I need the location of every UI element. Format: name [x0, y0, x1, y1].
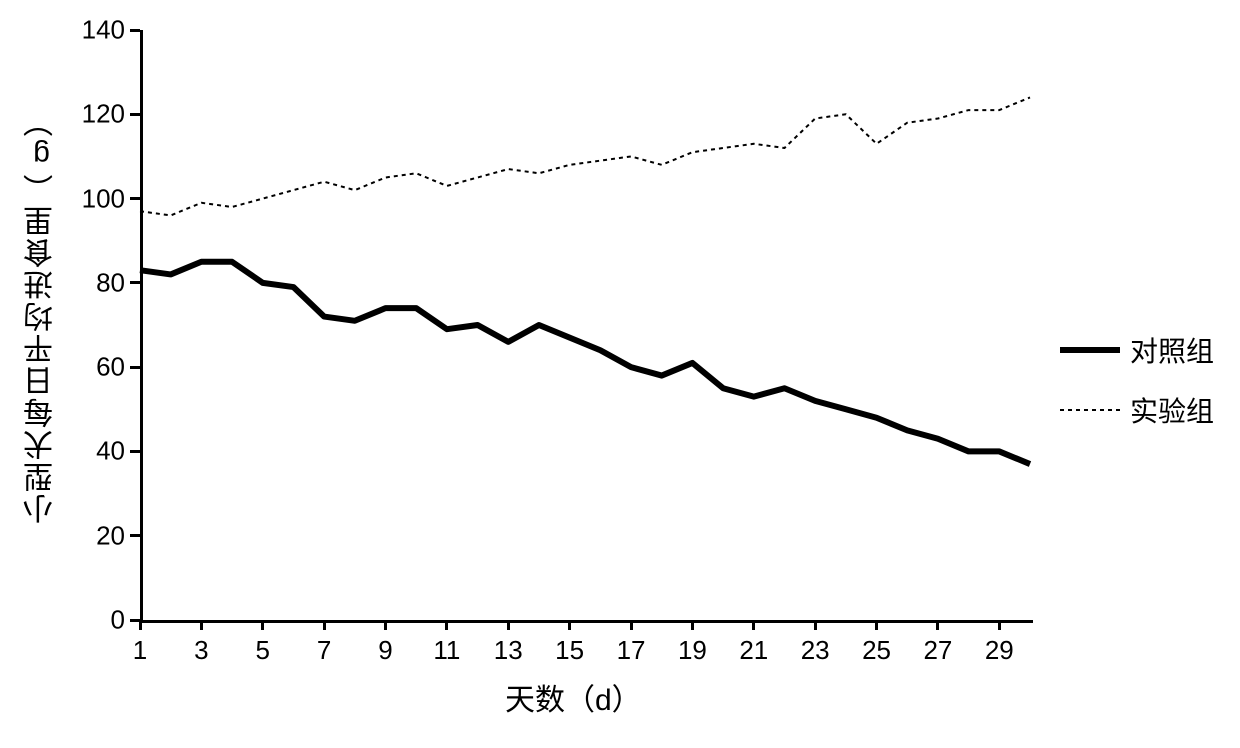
y-tick-label: 0 [70, 605, 125, 636]
y-tick-label: 140 [70, 15, 125, 46]
x-tick-mark [691, 620, 694, 630]
x-tick-mark [261, 620, 264, 630]
y-tick-mark [130, 113, 140, 116]
x-tick-mark [875, 620, 878, 630]
legend: 对照组 实验组 [1060, 330, 1214, 450]
y-tick-mark [130, 534, 140, 537]
x-tick-mark [384, 620, 387, 630]
legend-line-experiment [1060, 404, 1120, 416]
x-tick-mark [200, 620, 203, 630]
legend-item-experiment: 实验组 [1060, 390, 1214, 430]
x-tick-label: 5 [256, 635, 270, 666]
x-tick-mark [445, 620, 448, 630]
x-axis-title: 天数（d） [505, 675, 642, 719]
x-tick-label: 23 [801, 635, 830, 666]
x-tick-label: 17 [617, 635, 646, 666]
y-tick-label: 80 [70, 267, 125, 298]
x-tick-label: 13 [494, 635, 523, 666]
y-tick-label: 100 [70, 183, 125, 214]
x-tick-label: 1 [133, 635, 147, 666]
y-tick-mark [130, 29, 140, 32]
legend-label-experiment: 实验组 [1130, 390, 1214, 430]
x-tick-label: 27 [923, 635, 952, 666]
chart-container: 小型犬每日平均进食里（g） 天数（d） 对照组 实验组 0 20 40 60 80 100… [0, 0, 1240, 748]
x-tick-label: 29 [985, 635, 1014, 666]
y-tick-label: 60 [70, 352, 125, 383]
x-tick-mark [568, 620, 571, 630]
series-line-1 [140, 97, 1030, 215]
x-tick-label: 25 [862, 635, 891, 666]
x-tick-mark [323, 620, 326, 630]
x-tick-mark [752, 620, 755, 630]
x-tick-label: 21 [739, 635, 768, 666]
y-tick-label: 40 [70, 436, 125, 467]
x-tick-label: 3 [194, 635, 208, 666]
y-tick-mark [130, 281, 140, 284]
legend-line-control [1060, 344, 1120, 356]
x-tick-label: 19 [678, 635, 707, 666]
x-tick-mark [998, 620, 1001, 630]
y-tick-label: 20 [70, 520, 125, 551]
y-tick-mark [130, 197, 140, 200]
x-tick-mark [936, 620, 939, 630]
x-tick-mark [630, 620, 633, 630]
x-tick-mark [139, 620, 142, 630]
x-tick-label: 7 [317, 635, 331, 666]
x-tick-label: 11 [433, 635, 460, 666]
x-tick-mark [507, 620, 510, 630]
y-tick-mark [130, 366, 140, 369]
x-tick-label: 15 [555, 635, 584, 666]
x-tick-mark [814, 620, 817, 630]
legend-label-control: 对照组 [1130, 330, 1214, 370]
series-line-0 [140, 262, 1030, 464]
legend-item-control: 对照组 [1060, 330, 1214, 370]
x-tick-label: 9 [378, 635, 392, 666]
y-tick-label: 120 [70, 99, 125, 130]
y-tick-mark [130, 450, 140, 453]
y-axis-title: 小型犬每日平均进食里（g） [20, 105, 64, 524]
